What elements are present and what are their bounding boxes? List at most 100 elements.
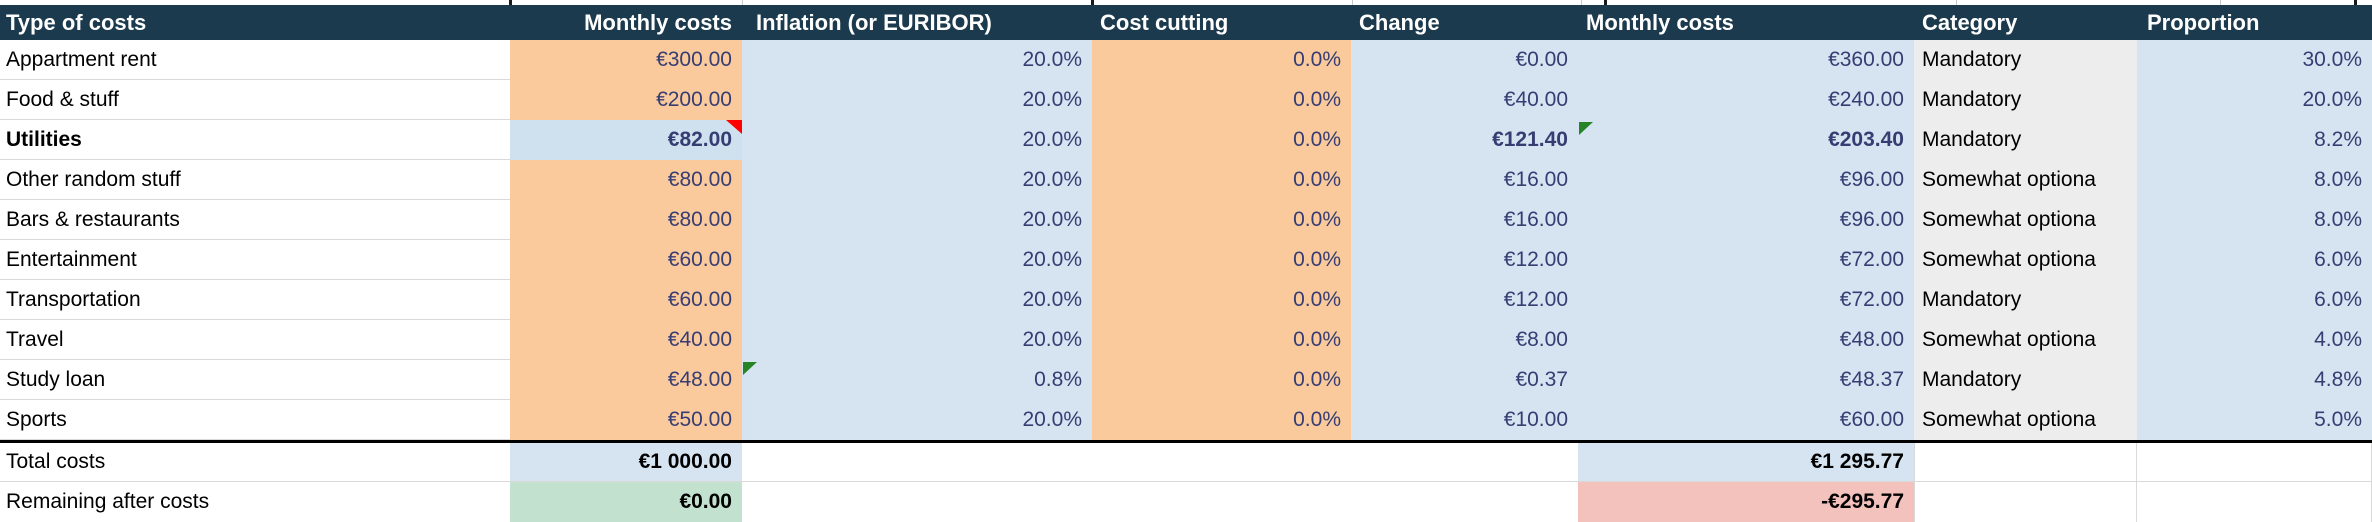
cell-monthly-costs-after[interactable]: €48.00 <box>1578 320 1914 360</box>
cell-total-monthly-costs[interactable]: €1 000.00 <box>510 443 742 482</box>
cell-category[interactable]: Mandatory <box>1914 360 2137 400</box>
cell-monthly-costs[interactable]: €200.00 <box>510 80 742 120</box>
cell-proportion[interactable]: 20.0% <box>2137 80 2372 120</box>
cell-inflation[interactable]: 20.0% <box>742 80 1092 120</box>
cell-empty[interactable] <box>1351 482 1578 522</box>
header-change[interactable]: Change <box>1359 9 1440 35</box>
row-label[interactable]: Remaining after costs <box>6 490 210 513</box>
cell-change[interactable]: €12.00 <box>1351 240 1578 280</box>
header-monthly-costs[interactable]: Monthly costs <box>584 9 732 35</box>
cell-category[interactable]: Mandatory <box>1914 80 2137 120</box>
cell-change[interactable]: €0.37 <box>1351 360 1578 400</box>
cell-monthly-costs[interactable]: €82.00 <box>510 120 742 160</box>
row-label[interactable]: Transportation <box>0 280 510 320</box>
cell-empty[interactable] <box>742 443 1092 482</box>
cell-monthly-costs[interactable]: €50.00 <box>510 400 742 440</box>
cell-cost-cutting[interactable]: 0.0% <box>1092 280 1351 320</box>
cell-category[interactable]: Somewhat optiona <box>1914 200 2137 240</box>
cell-empty[interactable] <box>742 482 1092 522</box>
cell-category[interactable]: Somewhat optiona <box>1914 400 2137 440</box>
row-label[interactable]: Utilities <box>0 120 510 160</box>
cell-cost-cutting[interactable]: 0.0% <box>1092 360 1351 400</box>
row-label[interactable]: Bars & restaurants <box>0 200 510 240</box>
cell-category[interactable]: Mandatory <box>1914 120 2137 160</box>
header-monthly-costs-after[interactable]: Monthly costs <box>1586 9 1734 35</box>
cell-inflation[interactable]: 20.0% <box>742 200 1092 240</box>
cell-remaining-monthly-costs-after[interactable]: -€295.77 <box>1578 482 1914 522</box>
cell-proportion[interactable]: 8.0% <box>2137 200 2372 240</box>
cell-empty[interactable] <box>1914 443 2137 482</box>
header-proportion[interactable]: Proportion <box>2147 9 2260 35</box>
cell-change[interactable]: €8.00 <box>1351 320 1578 360</box>
cell-empty[interactable] <box>1092 482 1351 522</box>
cell-empty[interactable] <box>2137 443 2372 482</box>
cell-empty[interactable] <box>1351 443 1578 482</box>
cell-monthly-costs-after[interactable]: €48.37 <box>1578 360 1914 400</box>
cell-monthly-costs[interactable]: €60.00 <box>510 280 742 320</box>
cell-proportion[interactable]: 6.0% <box>2137 240 2372 280</box>
cell-proportion[interactable]: 4.0% <box>2137 320 2372 360</box>
cell-monthly-costs[interactable]: €40.00 <box>510 320 742 360</box>
cell-monthly-costs-after[interactable]: €72.00 <box>1578 240 1914 280</box>
cell-category[interactable]: Mandatory <box>1914 40 2137 80</box>
header-type-of-costs[interactable]: Type of costs <box>6 9 147 35</box>
row-label[interactable]: Travel <box>0 320 510 360</box>
row-label[interactable]: Total costs <box>0 443 510 482</box>
cell-inflation[interactable]: 20.0% <box>742 160 1092 200</box>
cell-change[interactable]: €12.00 <box>1351 280 1578 320</box>
cell-monthly-costs[interactable]: €80.00 <box>510 160 742 200</box>
cell-monthly-costs[interactable]: €300.00 <box>510 40 742 80</box>
cell-inflation[interactable]: 0.8% <box>742 360 1092 400</box>
cell-inflation[interactable]: 20.0% <box>742 280 1092 320</box>
header-category[interactable]: Category <box>1922 9 2018 35</box>
cell-monthly-costs[interactable]: €80.00 <box>510 200 742 240</box>
row-label[interactable]: Food & stuff <box>0 80 510 120</box>
cell-change[interactable]: €0.00 <box>1351 40 1578 80</box>
cell-category[interactable]: Somewhat optiona <box>1914 240 2137 280</box>
cell-empty[interactable] <box>1914 482 2137 522</box>
cell-monthly-costs-after[interactable]: €203.40 <box>1578 120 1914 160</box>
cell-change[interactable]: €16.00 <box>1351 160 1578 200</box>
cell-proportion[interactable]: 6.0% <box>2137 280 2372 320</box>
cell-cost-cutting[interactable]: 0.0% <box>1092 160 1351 200</box>
cell-monthly-costs[interactable]: €48.00 <box>510 360 742 400</box>
row-label[interactable]: Other random stuff <box>0 160 510 200</box>
cell-monthly-costs-after[interactable]: €360.00 <box>1578 40 1914 80</box>
header-cost-cutting[interactable]: Cost cutting <box>1100 9 1229 35</box>
cell-empty[interactable] <box>1092 443 1351 482</box>
cell-empty[interactable] <box>2137 482 2372 522</box>
cell-change[interactable]: €10.00 <box>1351 400 1578 440</box>
cell-remaining-monthly-costs[interactable]: €0.00 <box>510 482 742 522</box>
cell-inflation[interactable]: 20.0% <box>742 40 1092 80</box>
cell-cost-cutting[interactable]: 0.0% <box>1092 200 1351 240</box>
row-label[interactable]: Entertainment <box>0 240 510 280</box>
cell-total-monthly-costs-after[interactable]: €1 295.77 <box>1578 443 1914 482</box>
cell-cost-cutting[interactable]: 0.0% <box>1092 400 1351 440</box>
cell-monthly-costs-after[interactable]: €60.00 <box>1578 400 1914 440</box>
cell-category[interactable]: Somewhat optiona <box>1914 160 2137 200</box>
cell-monthly-costs-after[interactable]: €72.00 <box>1578 280 1914 320</box>
cell-cost-cutting[interactable]: 0.0% <box>1092 240 1351 280</box>
cell-cost-cutting[interactable]: 0.0% <box>1092 120 1351 160</box>
cell-change[interactable]: €16.00 <box>1351 200 1578 240</box>
cell-proportion[interactable]: 8.2% <box>2137 120 2372 160</box>
cell-inflation[interactable]: 20.0% <box>742 320 1092 360</box>
row-label[interactable]: Appartment rent <box>0 40 510 80</box>
cell-change[interactable]: €40.00 <box>1351 80 1578 120</box>
cell-monthly-costs-after[interactable]: €96.00 <box>1578 160 1914 200</box>
cell-cost-cutting[interactable]: 0.0% <box>1092 320 1351 360</box>
cell-category[interactable]: Somewhat optiona <box>1914 320 2137 360</box>
header-inflation[interactable]: Inflation (or EURIBOR) <box>756 9 992 35</box>
cell-proportion[interactable]: 5.0% <box>2137 400 2372 440</box>
row-label[interactable]: Sports <box>0 400 510 440</box>
cell-proportion[interactable]: 4.8% <box>2137 360 2372 400</box>
cell-monthly-costs-after[interactable]: €96.00 <box>1578 200 1914 240</box>
cell-inflation[interactable]: 20.0% <box>742 240 1092 280</box>
cell-cost-cutting[interactable]: 0.0% <box>1092 40 1351 80</box>
cell-inflation[interactable]: 20.0% <box>742 400 1092 440</box>
cell-monthly-costs[interactable]: €60.00 <box>510 240 742 280</box>
cell-change[interactable]: €121.40 <box>1351 120 1578 160</box>
cell-inflation[interactable]: 20.0% <box>742 120 1092 160</box>
cell-proportion[interactable]: 30.0% <box>2137 40 2372 80</box>
cell-cost-cutting[interactable]: 0.0% <box>1092 80 1351 120</box>
